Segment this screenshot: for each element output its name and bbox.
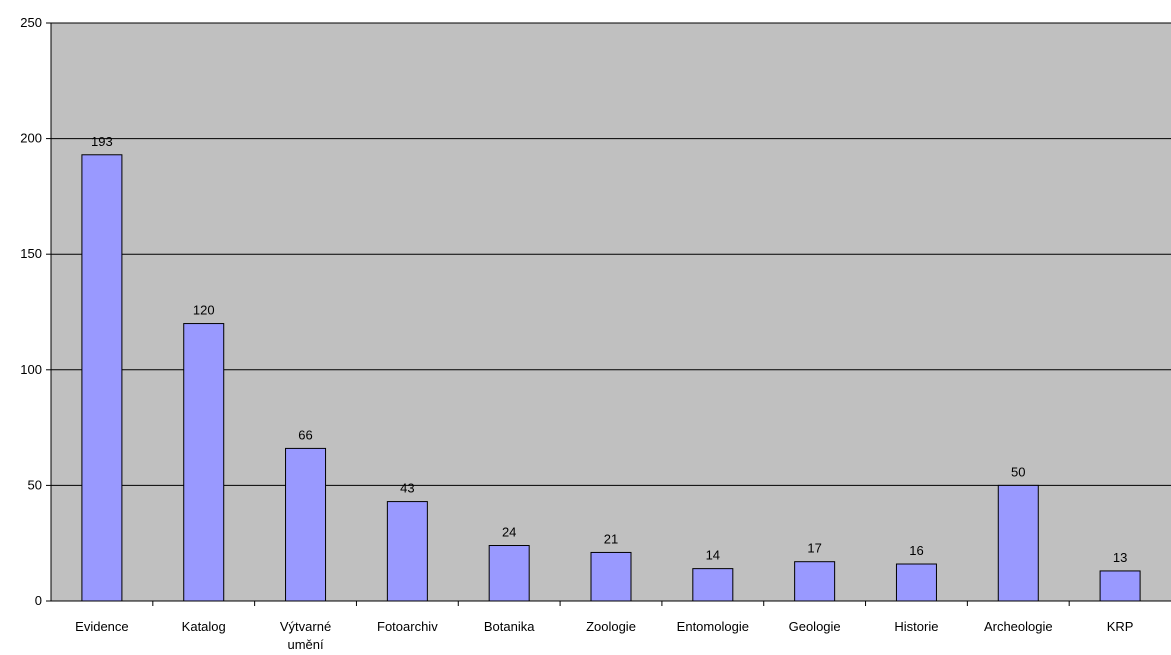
data-label: 66 bbox=[298, 427, 312, 442]
y-tick-label: 100 bbox=[20, 362, 42, 377]
x-category-label: Botanika bbox=[484, 619, 535, 634]
bar bbox=[183, 323, 225, 602]
y-tick-label: 0 bbox=[35, 593, 42, 608]
data-label: 14 bbox=[706, 548, 720, 563]
x-category-label: Zoologie bbox=[586, 619, 636, 634]
plot-area bbox=[51, 23, 1171, 601]
bar bbox=[488, 545, 530, 602]
x-category-label: Archeologie bbox=[984, 619, 1053, 634]
x-category-label: Geologie bbox=[789, 619, 841, 634]
data-label: 193 bbox=[91, 134, 113, 149]
y-tick-label: 200 bbox=[20, 131, 42, 146]
x-category-label: Historie bbox=[894, 619, 938, 634]
bars bbox=[81, 154, 1141, 602]
x-category-label: Entomologie bbox=[677, 619, 749, 634]
data-label: 120 bbox=[193, 303, 215, 318]
data-label: 16 bbox=[909, 543, 923, 558]
data-label: 13 bbox=[1113, 550, 1127, 565]
bar bbox=[1099, 570, 1141, 602]
y-tick-label: 250 bbox=[20, 15, 42, 30]
bar bbox=[81, 154, 123, 602]
x-category-label: umění bbox=[287, 637, 324, 652]
x-category-label: Katalog bbox=[182, 619, 226, 634]
y-tick-label: 50 bbox=[28, 477, 42, 492]
x-category-label: Fotoarchiv bbox=[377, 619, 438, 634]
bar bbox=[285, 447, 327, 602]
axes bbox=[46, 22, 1171, 606]
data-label: 24 bbox=[502, 525, 516, 540]
data-label: 43 bbox=[400, 481, 414, 496]
data-label: 21 bbox=[604, 531, 618, 546]
x-category-label: KRP bbox=[1107, 619, 1134, 634]
bar bbox=[794, 561, 836, 602]
y-tick-label: 150 bbox=[20, 246, 42, 261]
bar bbox=[692, 568, 734, 602]
labels: 0 50 100 150 200 250 193 Evidence 120 Katalog 66 Vý… bbox=[20, 15, 1133, 652]
bar bbox=[895, 563, 937, 602]
x-category-label: Evidence bbox=[75, 619, 128, 634]
bar bbox=[997, 484, 1039, 602]
gridlines bbox=[51, 22, 1171, 486]
data-label: 50 bbox=[1011, 464, 1025, 479]
data-label: 17 bbox=[807, 541, 821, 556]
bar bbox=[386, 501, 428, 602]
bar bbox=[590, 551, 632, 602]
x-category-label: Výtvarné bbox=[280, 619, 331, 634]
